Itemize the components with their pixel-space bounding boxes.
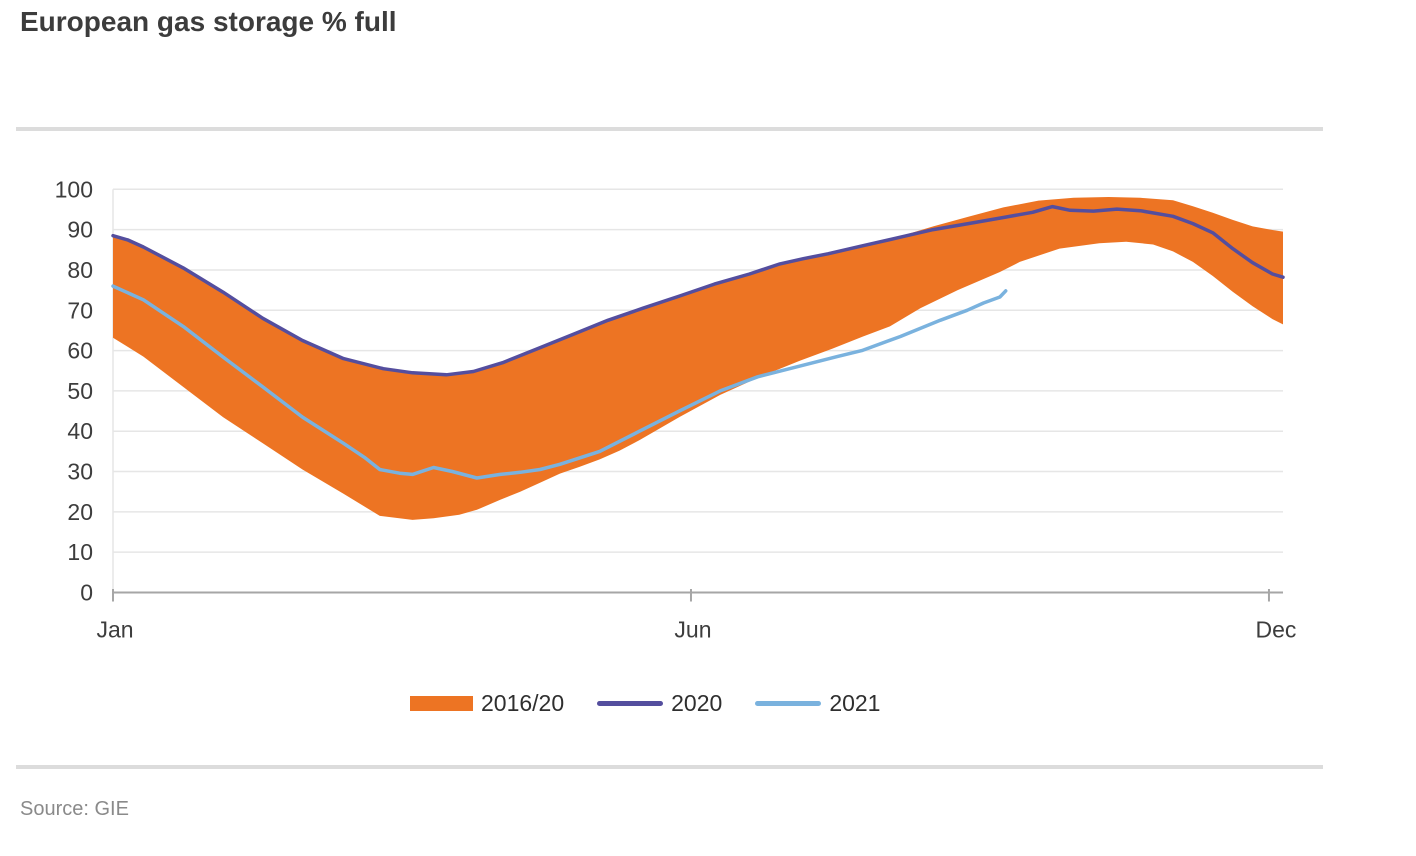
legend-label-2016-20: 2016/20 [481, 690, 565, 716]
svg-text:20: 20 [67, 499, 93, 525]
legend-item-2016-20: 2016/20 [410, 690, 564, 717]
svg-text:70: 70 [67, 297, 93, 323]
svg-text:30: 30 [67, 459, 93, 485]
svg-text:0: 0 [80, 580, 93, 606]
top-divider [16, 127, 1323, 131]
svg-text:40: 40 [67, 418, 93, 444]
chart-title: European gas storage % full [20, 6, 397, 37]
svg-text:Jan: Jan [96, 617, 133, 643]
svg-text:Dec: Dec [1256, 617, 1297, 643]
svg-text:60: 60 [67, 338, 93, 364]
legend-label-2021: 2021 [829, 690, 881, 716]
legend-item-2020: 2020 [597, 690, 722, 717]
legend-item-2021: 2021 [755, 690, 880, 717]
band-swatch-icon [410, 696, 473, 711]
line-swatch-2021-icon [755, 701, 822, 706]
svg-text:80: 80 [67, 257, 93, 283]
chart-legend: 2016/20 2020 2021 [410, 690, 880, 717]
svg-text:Jun: Jun [674, 617, 711, 643]
svg-text:10: 10 [67, 539, 93, 565]
legend-label-2020: 2020 [671, 690, 723, 716]
line-swatch-2020-icon [597, 701, 664, 706]
svg-text:50: 50 [67, 378, 93, 404]
svg-text:100: 100 [55, 176, 93, 202]
svg-text:90: 90 [67, 217, 93, 243]
source-text: Source: GIE [20, 798, 129, 820]
bottom-divider [16, 765, 1323, 769]
